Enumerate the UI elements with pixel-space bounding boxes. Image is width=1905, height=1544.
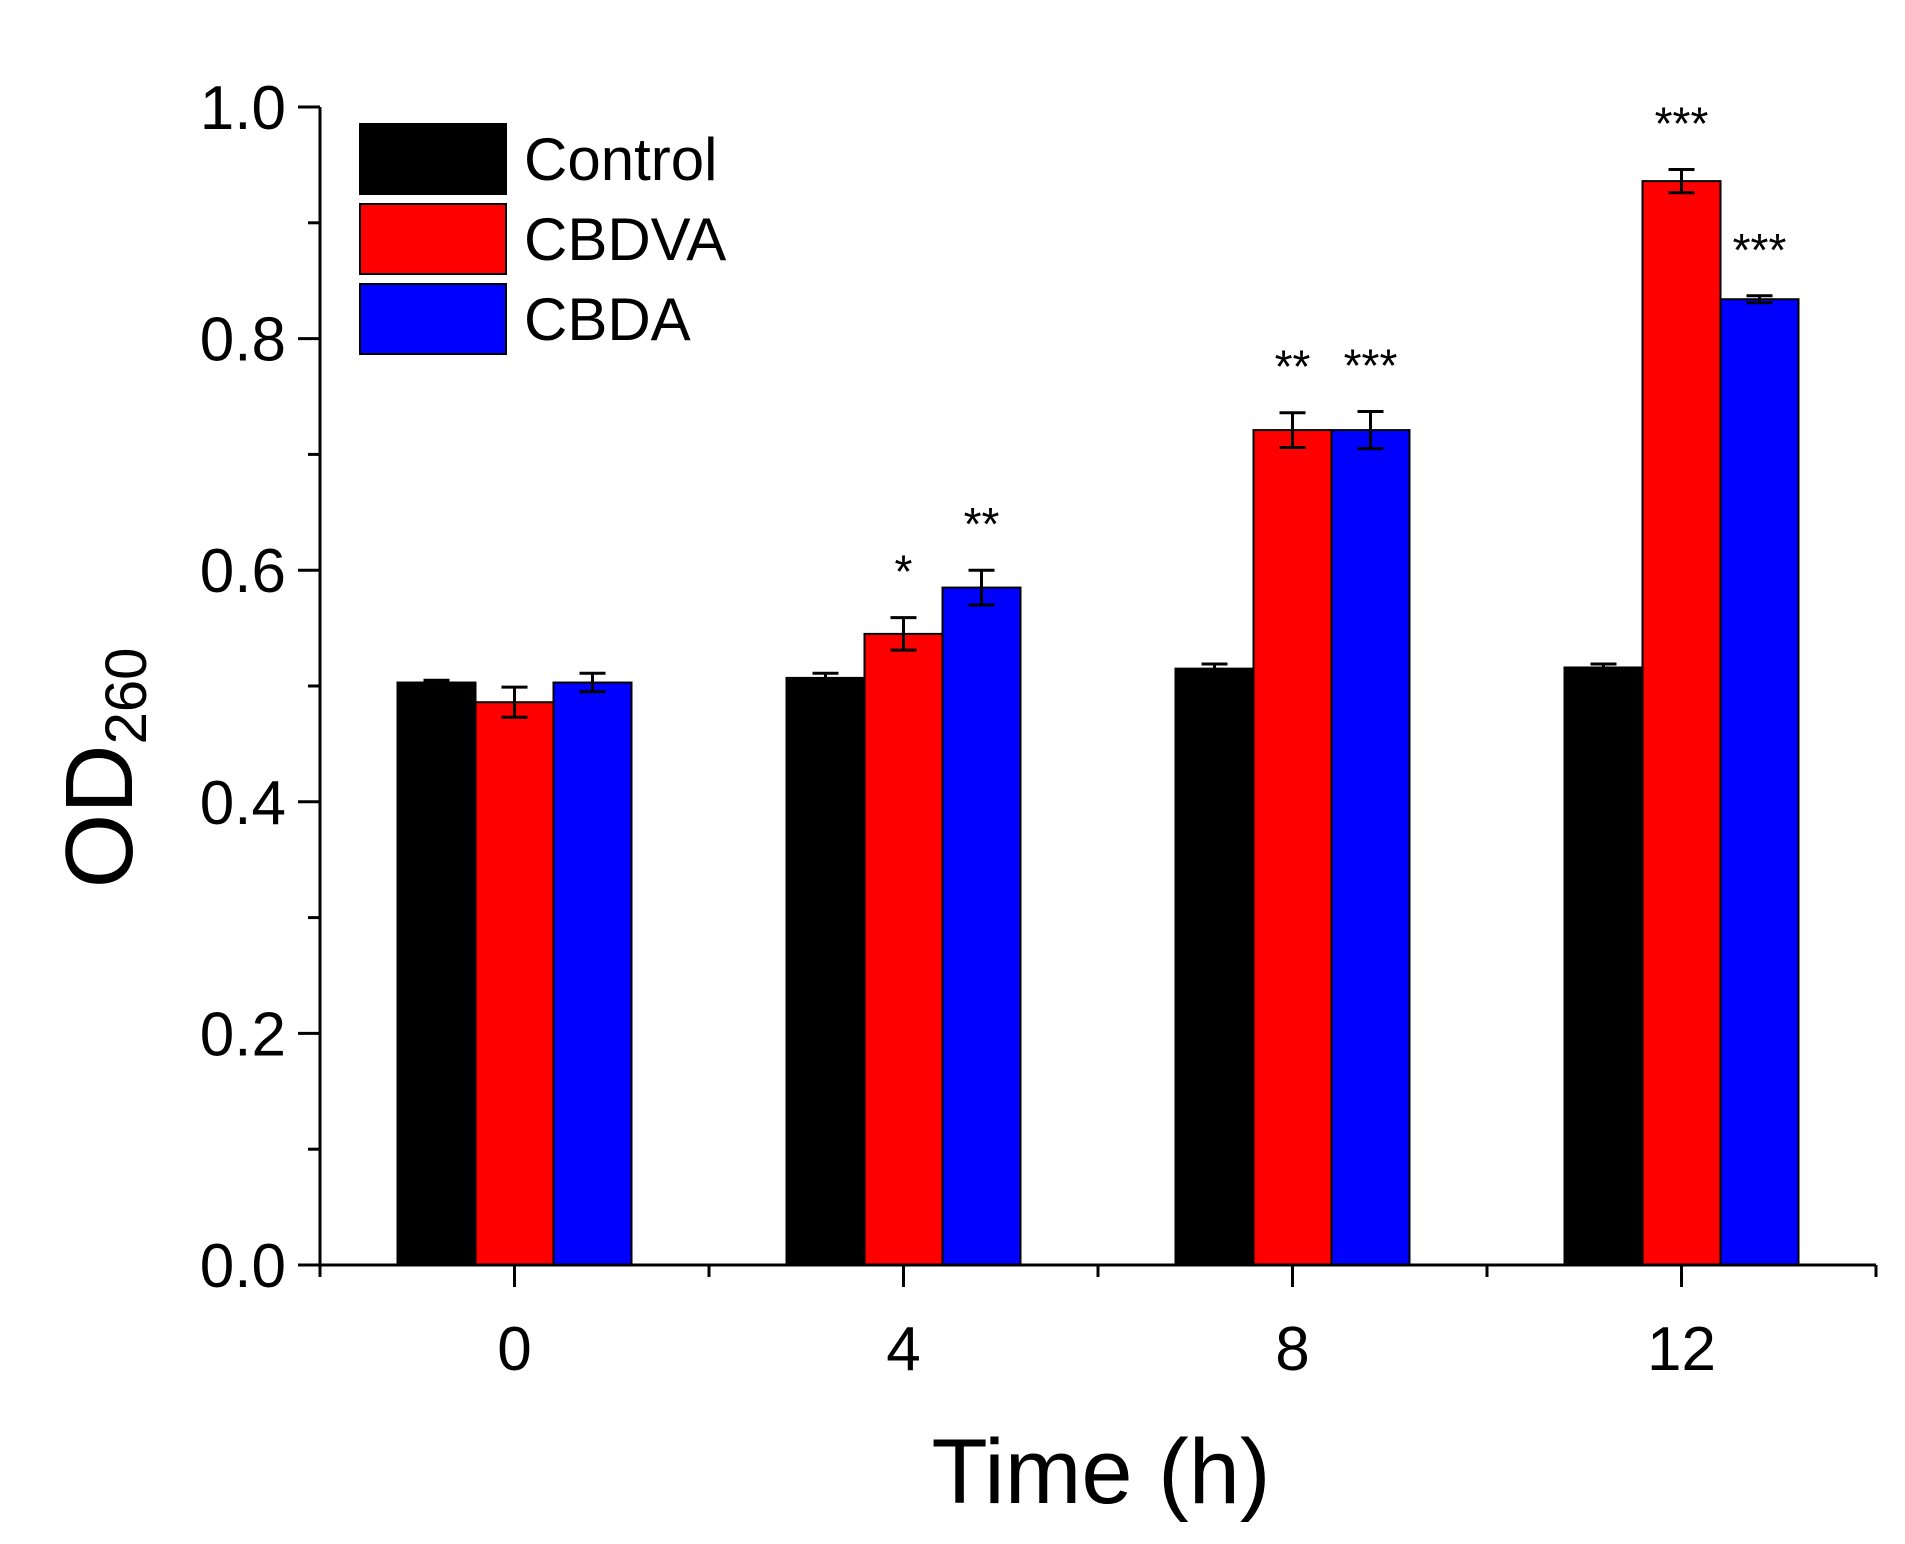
x-axis-title: Time (h) xyxy=(931,1421,1270,1523)
bar-control-8 xyxy=(1174,667,1255,1266)
bar-control-12 xyxy=(1563,666,1644,1266)
legend-label-control: Control xyxy=(524,126,717,193)
y-tick-label: 0.6 xyxy=(200,537,286,606)
y-tick-label: 0.4 xyxy=(200,769,286,838)
y-tick-label: 0.2 xyxy=(200,1000,286,1069)
significance-cbda-12: *** xyxy=(1733,224,1787,276)
y-tick-label: 0.8 xyxy=(200,306,286,375)
bar-control-0 xyxy=(396,681,477,1266)
legend-label-cbdva: CBDVA xyxy=(524,206,726,273)
bar-cbdva-8 xyxy=(1252,429,1333,1267)
y-tick-label: 0.0 xyxy=(200,1232,286,1301)
bar-cbda-4 xyxy=(941,586,1022,1266)
svg-text:OD260: OD260 xyxy=(46,648,159,889)
y-axis-title: OD260 xyxy=(46,648,159,889)
legend-label-cbda: CBDA xyxy=(524,286,691,353)
bar-cbda-8 xyxy=(1330,429,1411,1267)
y-tick-label: 1.0 xyxy=(200,74,286,143)
legend-swatch-control xyxy=(359,123,507,195)
legend-swatch-cbdva xyxy=(359,203,507,275)
significance-cbdva-12: *** xyxy=(1655,98,1709,150)
x-tick-label: 8 xyxy=(1275,1315,1309,1384)
x-tick-label: 12 xyxy=(1647,1315,1716,1384)
bar-cbdva-4 xyxy=(863,632,944,1266)
bar-cbdva-0 xyxy=(474,701,555,1266)
significance-cbda-4: ** xyxy=(964,498,1000,550)
significance-cbdva-4: * xyxy=(895,546,913,598)
bar-cbda-12 xyxy=(1719,298,1800,1266)
axes: 0.0 0.2 0.4 0.6 0.8 1.0 0 4 8 12 xyxy=(200,74,1878,1384)
y-axis-title-main: OD xyxy=(46,744,153,888)
significance-cbdva-8: ** xyxy=(1275,341,1311,393)
significance-cbda-8: *** xyxy=(1344,340,1398,392)
x-tick-label: 4 xyxy=(886,1315,920,1384)
legend: Control CBDVA CBDA xyxy=(359,123,726,355)
bar-cbda-0 xyxy=(552,681,633,1266)
bar-cbdva-12 xyxy=(1641,180,1722,1266)
legend-swatch-cbda xyxy=(359,283,507,355)
y-axis-title-subscript: 260 xyxy=(94,648,159,745)
bars: ***** ********* xyxy=(396,98,1800,1267)
x-tick-label: 0 xyxy=(497,1315,531,1384)
bar-control-4 xyxy=(785,676,866,1266)
